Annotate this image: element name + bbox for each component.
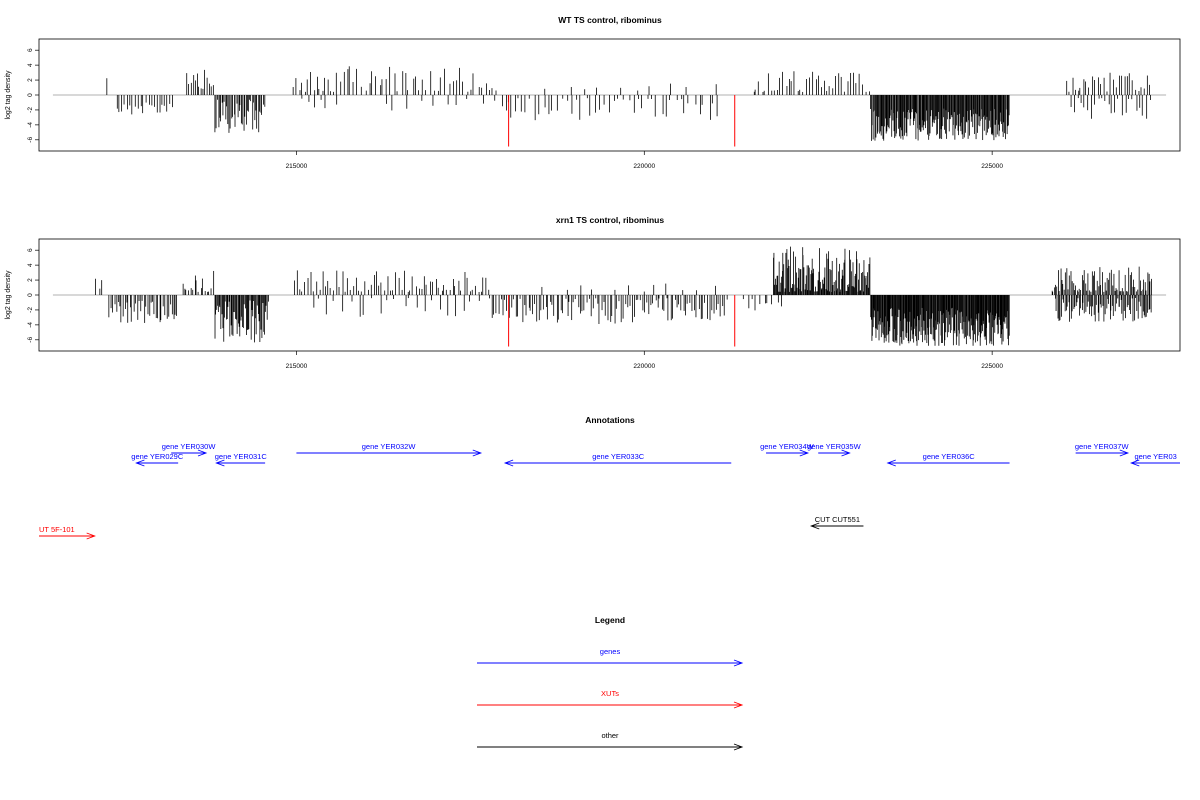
feature-label: gene YER031C	[215, 452, 268, 461]
wt-track-panel: WT TS control, ribominus log2 tag densit…	[5, 15, 1181, 170]
y-tick-label: -4	[27, 122, 34, 128]
feature-label: gene YER037W	[1075, 442, 1130, 451]
y-tick-label: 4	[27, 263, 34, 267]
feature-label: gene YER034W	[760, 442, 815, 451]
y-tick-label: -4	[27, 322, 34, 328]
y-tick-label: 2	[27, 278, 34, 282]
y-tick-label: -2	[27, 307, 34, 313]
feature-arrow: gene YER036C	[886, 452, 1010, 467]
feature-arrow: gene YER037W	[1075, 442, 1130, 457]
x-tick-label: 220000	[633, 363, 655, 370]
y-tick-label: 4	[27, 63, 34, 67]
y-tick-label: -6	[27, 137, 34, 143]
y-tick-label: 2	[27, 78, 34, 82]
feature-label: gene YER03	[1134, 452, 1176, 461]
xrn1-track-panel: xrn1 TS control, ribominus log2 tag dens…	[5, 215, 1181, 370]
x-tick-label: 225000	[981, 363, 1003, 370]
legend-item-label: other	[601, 731, 619, 740]
feature-arrow: gene YER029C	[131, 452, 184, 467]
feature-label: gene YER033C	[592, 452, 645, 461]
feature-arrow: gene YER034W	[760, 442, 815, 457]
xrn1-y-axis-label: log2 tag density	[5, 270, 12, 320]
y-tick-label: -2	[27, 107, 34, 113]
feature-label: gene YER030W	[162, 442, 217, 451]
annotations-title: Annotations	[585, 415, 635, 425]
xrn1-highlight-bars	[508, 295, 736, 347]
wt-track-title: WT TS control, ribominus	[558, 15, 662, 25]
wt-y-axis-label: log2 tag density	[5, 70, 12, 120]
legend-items: genes XUTs other	[477, 647, 744, 751]
xrn1-track-title: xrn1 TS control, ribominus	[556, 215, 664, 225]
legend-item-label: genes	[600, 647, 621, 656]
legend-item: XUTs	[477, 689, 744, 709]
x-tick-label: 220000	[633, 163, 655, 170]
y-tick-label: 6	[27, 248, 34, 252]
legend-item: other	[477, 731, 744, 751]
x-tick-label: 215000	[286, 363, 308, 370]
feature-label: gene YER036C	[923, 452, 976, 461]
xrn1-density-bars	[95, 246, 1152, 346]
feature-arrow: gene YER033C	[503, 452, 732, 467]
feature-label: UT 5F-101	[39, 525, 75, 534]
feature-label: gene YER032W	[362, 442, 417, 451]
legend-item-label: XUTs	[601, 689, 619, 698]
legend-item: genes	[477, 647, 744, 667]
feature-arrow: UT 5F-101	[39, 525, 96, 540]
y-tick-label: 0	[27, 293, 34, 297]
feature-arrow: gene YER031C	[215, 452, 268, 467]
y-tick-label: 6	[27, 48, 34, 52]
feature-arrow: gene YER03	[1130, 452, 1180, 467]
wt-x-ticks: 215000 220000 225000	[286, 151, 1003, 170]
feature-arrow: gene YER035W	[807, 442, 862, 457]
y-tick-label: 0	[27, 93, 34, 97]
xrn1-x-ticks: 215000 220000 225000	[286, 351, 1003, 370]
legend-panel: Legend genes XUTs other	[477, 615, 744, 751]
feature-arrow: gene YER030W	[162, 442, 217, 457]
feature-label: CUT CUT551	[815, 515, 860, 524]
feature-arrow: gene YER032W	[296, 442, 483, 457]
wt-highlight-bars	[508, 95, 736, 147]
feature-label: gene YER035W	[807, 442, 862, 451]
feature-arrow: CUT CUT551	[809, 515, 864, 530]
xrn1-y-ticks: 6 4 2 0 -2 -4 -6	[27, 248, 39, 343]
legend-title: Legend	[595, 615, 625, 625]
wt-y-ticks: 6 4 2 0 -2 -4 -6	[27, 48, 39, 143]
y-tick-label: -6	[27, 337, 34, 343]
feature-label: gene YER029C	[131, 452, 184, 461]
wt-density-bars	[106, 66, 1151, 141]
x-tick-label: 215000	[286, 163, 308, 170]
x-tick-label: 225000	[981, 163, 1003, 170]
